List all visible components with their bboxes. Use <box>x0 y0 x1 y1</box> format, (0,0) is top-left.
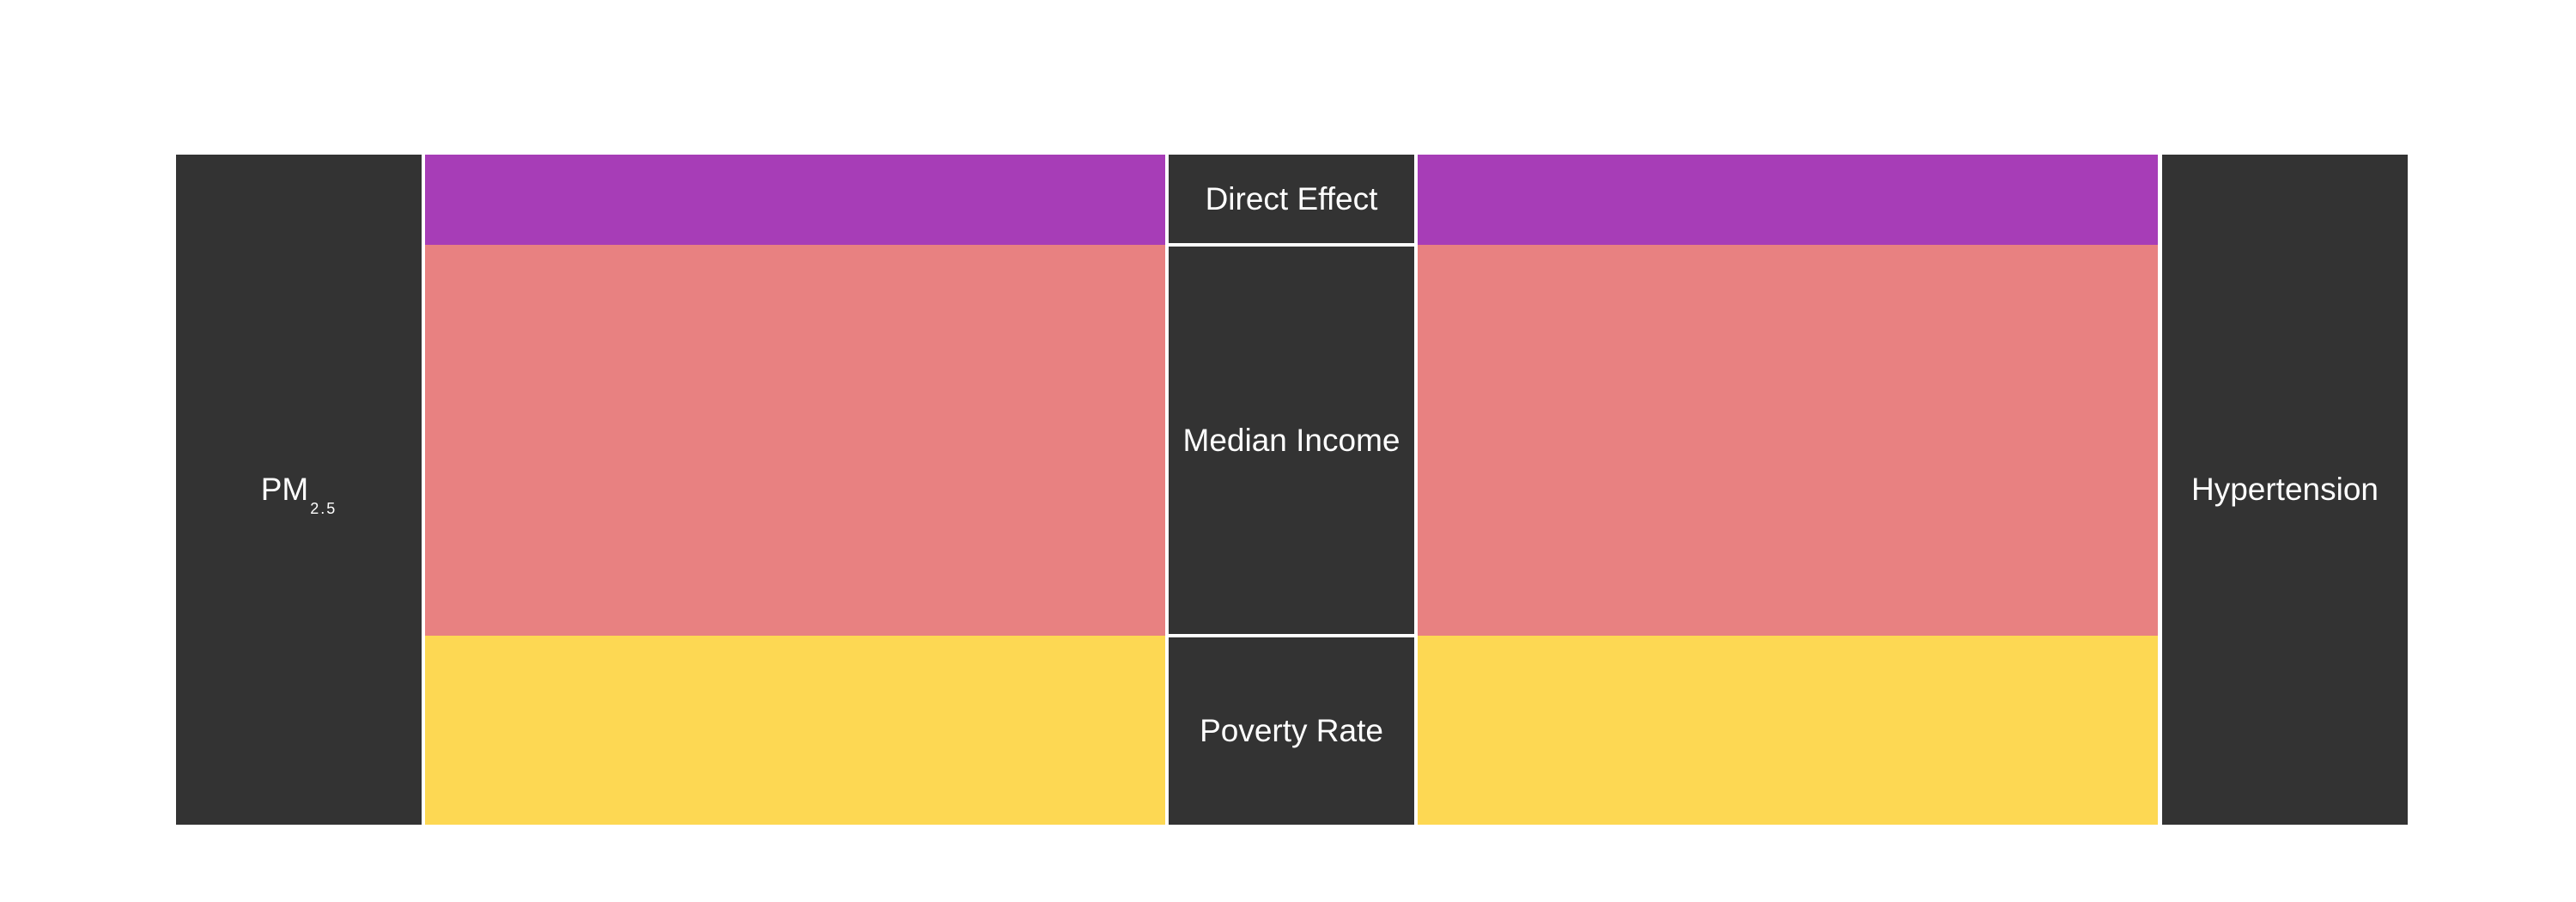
mediator-node-median-income: Median Income <box>1169 247 1414 635</box>
mediator-node-poverty-rate: Poverty Rate <box>1169 637 1414 825</box>
source-node-pm25: PM2.5 <box>176 155 422 825</box>
flow-band-left-direct-effect <box>425 155 1165 246</box>
flow-band-left-poverty-rate <box>425 636 1165 825</box>
flow-band-right-direct-effect <box>1418 155 2158 246</box>
source-subscript: 2.5 <box>310 500 337 517</box>
flow-band-right-poverty-rate <box>1418 636 2158 825</box>
mediator-label-direct-effect: Direct Effect <box>1205 180 1378 216</box>
mediator-label-poverty-rate: Poverty Rate <box>1200 713 1383 748</box>
flow-band-left-median-income <box>425 245 1165 637</box>
source-label: PM2.5 <box>260 472 337 517</box>
target-node-hypertension: Hypertension <box>2162 155 2408 825</box>
mediator-node-direct-effect: Direct Effect <box>1169 155 1414 244</box>
mediator-label-median-income: Median Income <box>1182 422 1400 458</box>
target-label: Hypertension <box>2190 472 2379 507</box>
flow-band-right-median-income <box>1418 245 2158 637</box>
